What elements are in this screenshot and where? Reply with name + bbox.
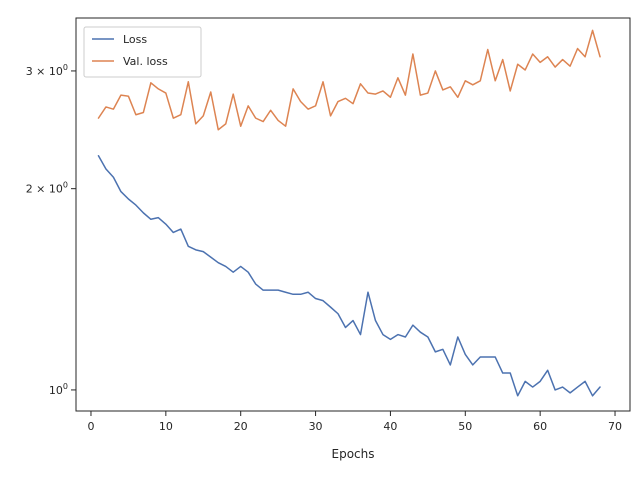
y-tick-label: 3 × 100 [26, 63, 68, 78]
y-tick-label: 100 [49, 382, 68, 397]
x-tick-label: 30 [309, 420, 323, 433]
series-line-loss [97, 155, 601, 397]
x-axis-ticks: 0 10 20 30 40 50 60 70 [87, 411, 622, 433]
x-tick-label: 0 [87, 420, 94, 433]
legend-label: Loss [123, 33, 147, 46]
x-tick-label: 60 [533, 420, 547, 433]
series-layer [97, 29, 601, 397]
plot-background [76, 18, 630, 411]
y-tick-label: 2 × 100 [26, 181, 68, 196]
x-tick-label: 20 [234, 420, 248, 433]
y-axis-ticks: 100 2 × 100 3 × 100 [26, 63, 76, 397]
axes-frame [75, 17, 631, 412]
legend-label: Val. loss [123, 55, 168, 68]
x-tick-label: 10 [159, 420, 173, 433]
x-tick-label: 50 [458, 420, 472, 433]
x-tick-label: 40 [383, 420, 397, 433]
x-tick-label: 70 [608, 420, 622, 433]
legend: Loss Val. loss [83, 26, 202, 78]
plot-area [76, 18, 630, 411]
axes-border [75, 17, 631, 412]
x-axis-label: Epochs [332, 447, 375, 461]
series-line-val-loss [97, 29, 601, 131]
